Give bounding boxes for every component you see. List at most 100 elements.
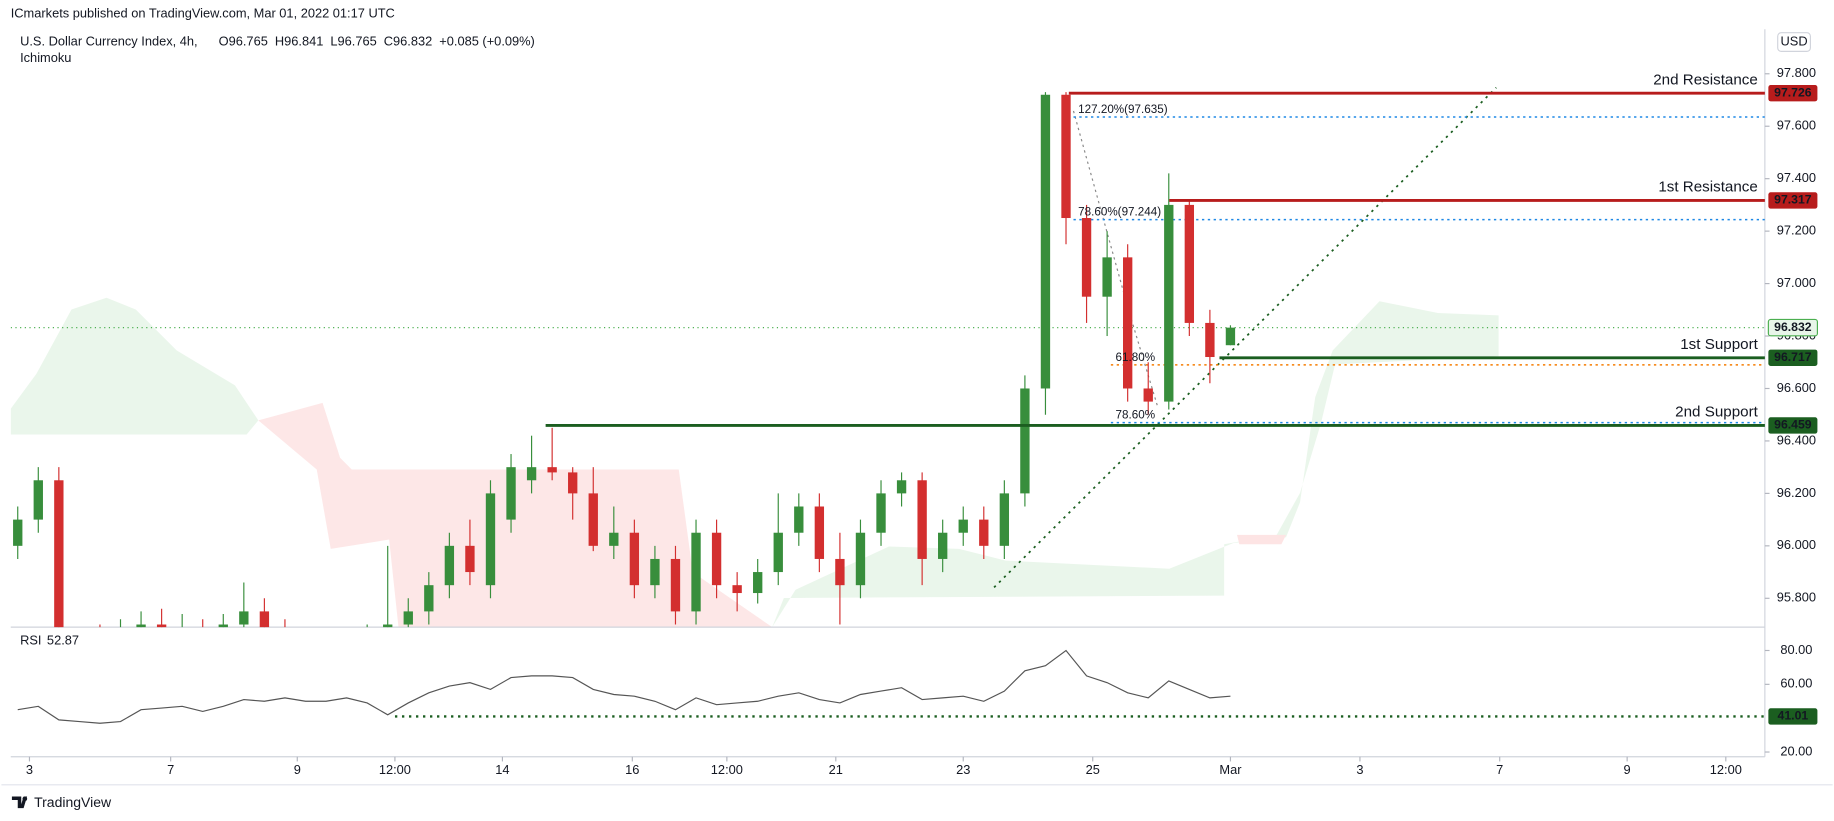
- candle-body: [753, 572, 763, 594]
- candle-body: [156, 624, 167, 628]
- currency-box[interactable]: [1777, 32, 1811, 52]
- candle-body: [75, 651, 84, 677]
- candle-body: [1225, 327, 1236, 346]
- level-price: 97.317: [1774, 193, 1812, 207]
- candle-body: [33, 480, 43, 520]
- ohlc-value: H96.841: [275, 33, 324, 48]
- candle-body: [1143, 388, 1153, 402]
- level-price-box: [1768, 85, 1818, 102]
- candle-body: [1205, 322, 1215, 358]
- ohlc-value: O96.765: [219, 33, 268, 48]
- candle-body: [670, 558, 681, 612]
- level-label: 1st Resistance: [1658, 179, 1758, 196]
- candle-body: [814, 506, 825, 559]
- candle-body: [999, 493, 1010, 546]
- y-tick-label: 97.200: [1777, 223, 1816, 238]
- candle-body: [629, 532, 640, 586]
- level-price-box: [1768, 192, 1818, 209]
- candle-body: [239, 611, 249, 625]
- last-price-box: [1767, 318, 1818, 337]
- level-label: 2nd Support: [1675, 404, 1758, 421]
- candle-body: [54, 480, 64, 628]
- publisher: ICmarkets published on TradingView.com, …: [11, 5, 395, 20]
- rsi-y-tick-label: 20.00: [1780, 743, 1812, 758]
- x-tick-label: 7: [1496, 762, 1503, 777]
- candle-body: [1040, 94, 1051, 389]
- candle-body: [1081, 218, 1092, 297]
- candle-body: [424, 585, 434, 612]
- ohlc-value: +0.085 (+0.09%): [439, 33, 535, 48]
- candle-body: [95, 651, 104, 664]
- x-tick-label: 12:00: [1710, 762, 1742, 777]
- candle-body: [917, 480, 927, 559]
- candle-body: [650, 558, 660, 586]
- candle-body: [301, 645, 310, 663]
- y-tick-label: 97.800: [1777, 65, 1816, 80]
- rsi-title: RSI: [20, 633, 41, 648]
- rsi-line: [17, 649, 1231, 724]
- candle-body: [444, 545, 455, 586]
- candle-body: [938, 532, 948, 559]
- candle-body: [280, 630, 289, 646]
- candle-body: [177, 630, 186, 646]
- y-tick-label: 96.000: [1777, 537, 1816, 552]
- candle-body: [568, 472, 578, 494]
- level-label: 2nd Resistance: [1653, 71, 1758, 88]
- candle-body: [13, 519, 23, 546]
- level-label: 1st Support: [1680, 336, 1758, 353]
- fib-label: 78.60%: [1116, 409, 1156, 422]
- logo: [11, 796, 28, 809]
- fib-label: 127.20%(97.635): [1078, 103, 1168, 116]
- candle-body: [773, 532, 783, 573]
- y-tick-label: 96.400: [1777, 432, 1816, 447]
- candle-body: [609, 532, 619, 546]
- x-tick-label: 9: [294, 762, 301, 777]
- fib-label: 78.60%(97.244): [1078, 206, 1161, 219]
- y-tick-label: 97.000: [1777, 275, 1816, 290]
- ohlc-value: L96.765: [330, 33, 376, 48]
- x-tick-label: 14: [495, 762, 509, 777]
- y-tick-label: 96.200: [1777, 485, 1816, 500]
- candle-body: [403, 611, 413, 625]
- candle-body: [896, 480, 907, 494]
- x-tick-label: 21: [829, 762, 843, 777]
- y-tick-label: 95.800: [1777, 590, 1816, 605]
- ohlc-value: C96.832: [384, 33, 433, 48]
- x-tick-label: 3: [1356, 762, 1363, 777]
- x-tick-label: 12:00: [379, 762, 411, 777]
- y-tick-label: 97.400: [1777, 170, 1816, 185]
- candle-body: [1164, 204, 1174, 402]
- candle-body: [711, 532, 722, 586]
- level-price: 97.726: [1774, 85, 1812, 99]
- candle-body: [362, 638, 371, 656]
- candle-body: [526, 467, 537, 481]
- rsi-level-label: 41.01: [1778, 709, 1809, 723]
- candle-body: [116, 638, 125, 664]
- level-price-box: [1768, 417, 1818, 434]
- y-tick-label: 96.600: [1777, 380, 1816, 395]
- level-price: 96.717: [1774, 350, 1812, 364]
- x-tick-label: 23: [956, 762, 970, 777]
- x-tick-label: Mar: [1219, 762, 1242, 777]
- trend-line: [993, 86, 1497, 589]
- candle-body: [1184, 204, 1195, 323]
- rsi-y-tick-label: 80.00: [1780, 642, 1812, 657]
- x-tick-label: 7: [167, 762, 174, 777]
- candle-body: [691, 532, 701, 612]
- last-price: 96.832: [1774, 320, 1812, 334]
- candle-body: [218, 624, 228, 628]
- candle-body: [1061, 94, 1071, 219]
- x-tick-label: 3: [26, 762, 33, 777]
- candle-body: [321, 651, 330, 664]
- candle-body: [588, 493, 598, 546]
- candle-body: [958, 519, 968, 533]
- candle-body: [835, 558, 845, 586]
- level-price: 96.459: [1774, 418, 1812, 432]
- rsi-value: 52.87: [47, 633, 79, 648]
- candle-body: [1020, 388, 1030, 494]
- candle-body: [1102, 257, 1112, 297]
- footer-brand: TradingView: [34, 794, 112, 810]
- candle-body: [506, 467, 516, 520]
